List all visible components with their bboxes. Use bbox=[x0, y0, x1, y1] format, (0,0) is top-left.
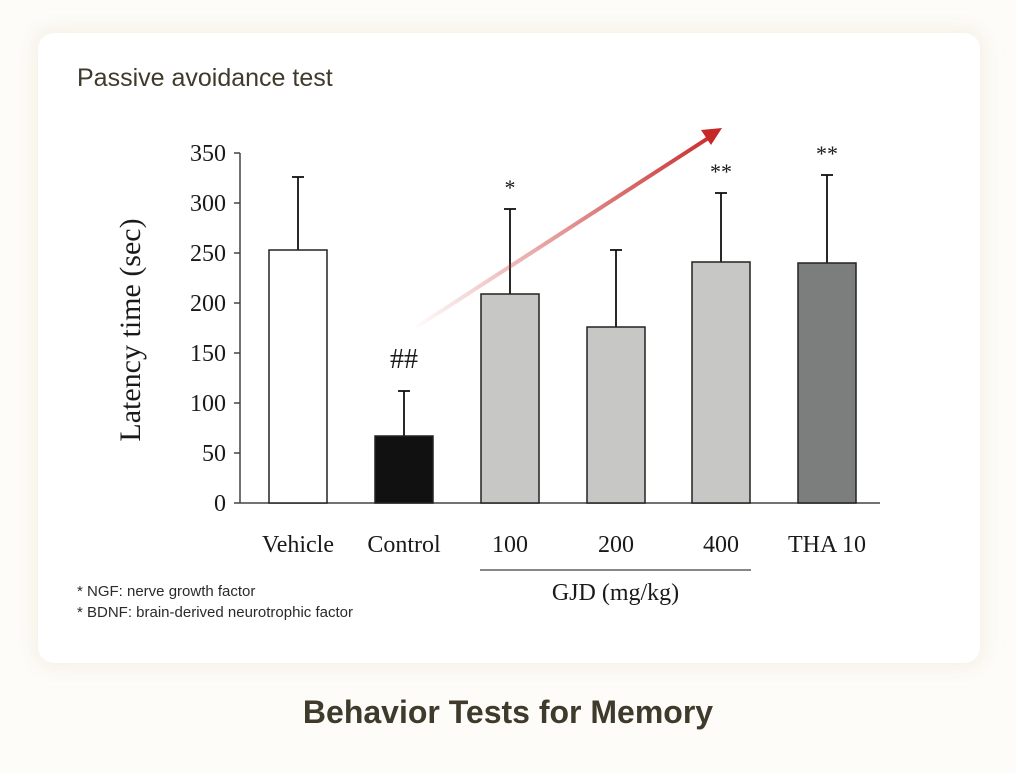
chart-axes bbox=[234, 152, 880, 504]
figure-caption: Behavior Tests for Memory bbox=[302, 694, 714, 730]
y-tick-label: 50 bbox=[202, 441, 226, 467]
bar-400 bbox=[691, 261, 751, 504]
y-tick-label: 350 bbox=[190, 141, 226, 167]
x-tick-label: 100 bbox=[492, 532, 528, 558]
tick-labels: 0 50 100 150 200 250 300 350 Vehicle Control ## 100… bbox=[190, 141, 866, 558]
x-tick-label: 400 bbox=[703, 532, 739, 558]
x-tick-label: THA 10 bbox=[788, 532, 866, 558]
x-tick-label: Control bbox=[367, 532, 441, 558]
trend-arrow-line bbox=[410, 133, 715, 332]
bar-control bbox=[374, 435, 434, 504]
significance-annotation: ** bbox=[816, 141, 838, 166]
y-tick-label: 100 bbox=[190, 391, 226, 417]
footnote-bdnf: * BDNF: brain-derived neurotrophic facto… bbox=[77, 604, 353, 621]
significance-annotation: ## bbox=[390, 344, 418, 375]
trend-arrow bbox=[410, 128, 722, 332]
x-tick-label: Vehicle bbox=[262, 532, 334, 558]
y-tick-label: 300 bbox=[190, 191, 226, 217]
y-axis-label: Latency time (sec) bbox=[114, 218, 147, 441]
x-tick-label: 200 bbox=[598, 532, 634, 558]
significance-annotation: * bbox=[505, 175, 516, 200]
chart-bars bbox=[268, 174, 857, 504]
footnote-ngf: * NGF: nerve growth factor bbox=[77, 583, 256, 600]
trend-arrow-head bbox=[701, 128, 722, 145]
bar-vehicle bbox=[268, 249, 328, 504]
bar-100 bbox=[480, 293, 540, 504]
bar-tha-10 bbox=[797, 262, 857, 504]
significance-annotation: ** bbox=[710, 159, 732, 184]
y-tick-label: 250 bbox=[190, 241, 226, 267]
bar-200 bbox=[586, 326, 646, 504]
group-label: GJD (mg/kg) bbox=[552, 580, 679, 606]
y-tick-label: 150 bbox=[190, 341, 226, 367]
card-title: Passive avoidance test bbox=[77, 64, 333, 92]
y-tick-label: 0 bbox=[214, 491, 226, 517]
y-tick-label: 200 bbox=[190, 291, 226, 317]
